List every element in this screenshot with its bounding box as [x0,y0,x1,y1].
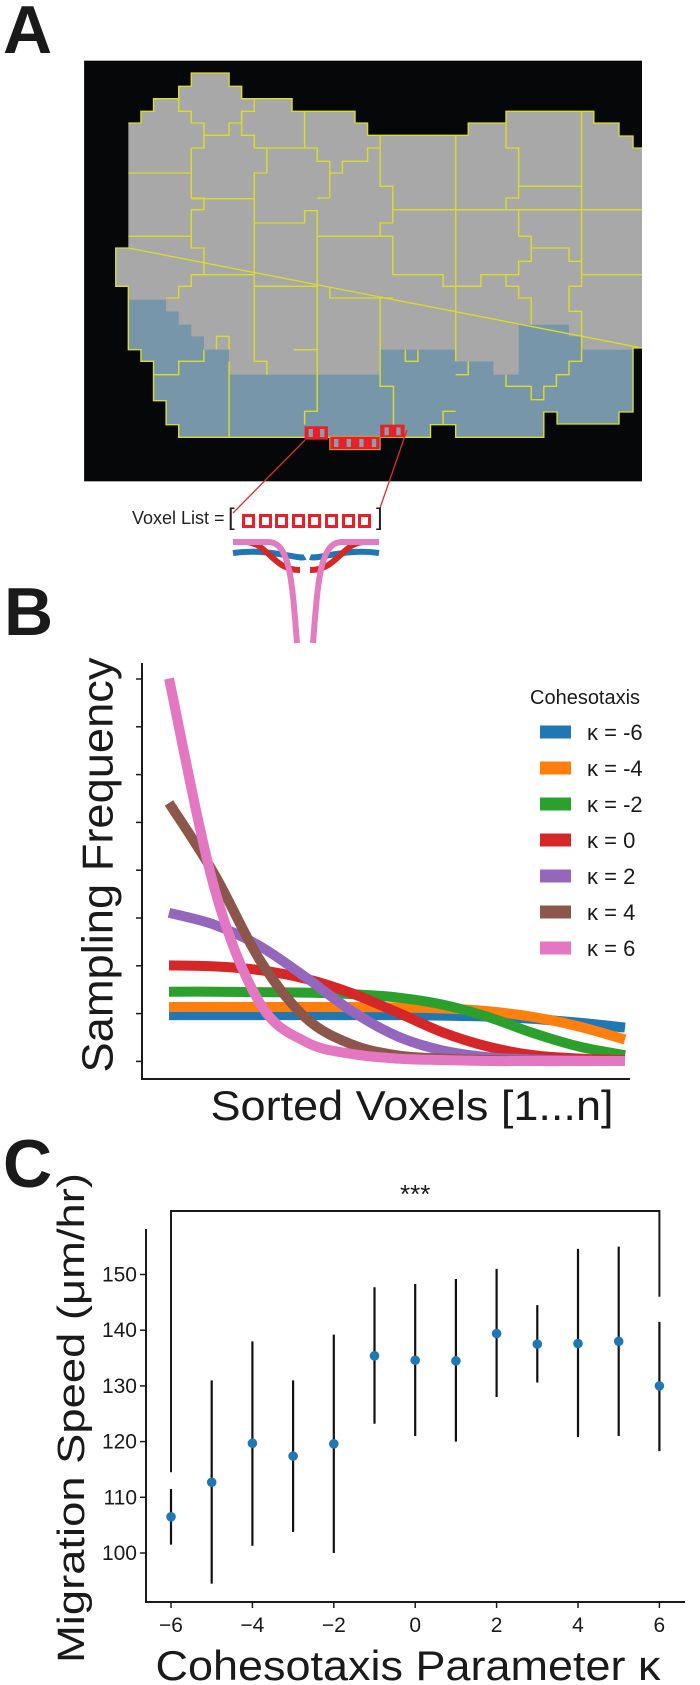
legend-swatch [540,869,571,883]
c-y-tick-label: 130 [102,1375,137,1398]
voxel-list-label: Voxel List = [132,508,225,528]
c-y-tick-label: 100 [102,1542,137,1565]
data-point [451,1356,461,1366]
edge-cells [115,299,642,438]
voxel-square [258,514,272,528]
significance-bracket [170,1210,661,1473]
c-x-tick-label: −2 [322,1614,346,1637]
legend-label: κ = 0 [587,828,635,853]
data-point [166,1511,176,1522]
c-x-tick-label: 6 [654,1614,666,1637]
data-point [491,1328,502,1339]
data-point [410,1355,421,1366]
voxel-list-close-bracket: ] [376,504,383,531]
legend-swatch [540,761,571,775]
legend-label: κ = 4 [587,900,635,925]
panel-label-b: B [4,574,54,650]
voxel-square [358,514,372,528]
legend-title: Cohesotaxis [530,687,640,709]
legend-label: κ = 2 [587,864,635,889]
data-point [532,1339,543,1349]
voxel-square [341,514,355,528]
legend-label: κ = -4 [587,756,643,781]
c-y-tick-label: 120 [102,1431,137,1454]
legend-swatch [540,797,571,811]
tissue-voxel-diagram [84,60,642,482]
c-y-tick-label: 110 [104,1486,137,1509]
c-x-tick-label: −6 [159,1614,183,1637]
panel-label-a: A [3,0,53,68]
voxel-square [308,514,322,528]
data-point [288,1451,298,1461]
data-point [329,1439,339,1449]
selected-voxels [304,424,405,451]
significance-stars: *** [400,1179,430,1209]
c-y-tick-label: 140 [102,1319,137,1342]
b-x-axis-label: Sorted Voxels [1...n] [211,1082,614,1129]
legend-label: κ = -2 [587,792,643,817]
legend: κ = -6 κ = -4 κ = -2 κ = 0 κ = 2 κ = 4 κ = 6 [540,720,643,961]
legend-label: κ = -6 [587,720,643,745]
b-y-axis-label: Sampling Frequency [74,658,123,1073]
cell-borders [115,72,642,438]
glyph-curve-pink [233,539,379,644]
legend-swatch [540,725,571,739]
data-point [573,1338,583,1349]
legend-swatch [540,833,571,847]
voxel-list-open-bracket: [ [228,504,235,531]
data-point [654,1381,665,1391]
panel-label-c: C [3,1126,53,1202]
data-point [206,1477,217,1488]
connector-line-right [379,429,408,509]
data-point [369,1351,380,1361]
voxel-square [275,514,289,528]
c-x-tick-label: 2 [491,1614,503,1637]
c-y-axis-label: Migration Speed (μm/hr) [51,1173,93,1663]
legend-swatch [540,905,571,919]
c-x-tick-label: −4 [240,1614,264,1637]
voxel-square [291,514,305,528]
series-line-6 [164,677,625,1067]
series-line-2 [168,986,626,1061]
c-x-axis-label: Cohesotaxis Parameter κ [156,1642,662,1685]
c-y-tick-label: 150 [102,1264,137,1287]
voxel-square [242,514,255,528]
legend-label: κ = 6 [587,936,635,961]
data-point [613,1336,624,1347]
connector-line-left [232,439,306,514]
voxel-square [325,514,338,528]
c-x-tick-label: 0 [409,1614,421,1637]
voxel-connector-glyph [232,429,408,644]
legend-swatch [540,941,571,955]
c-x-tick-label: 4 [572,1614,584,1637]
data-point [247,1438,258,1449]
